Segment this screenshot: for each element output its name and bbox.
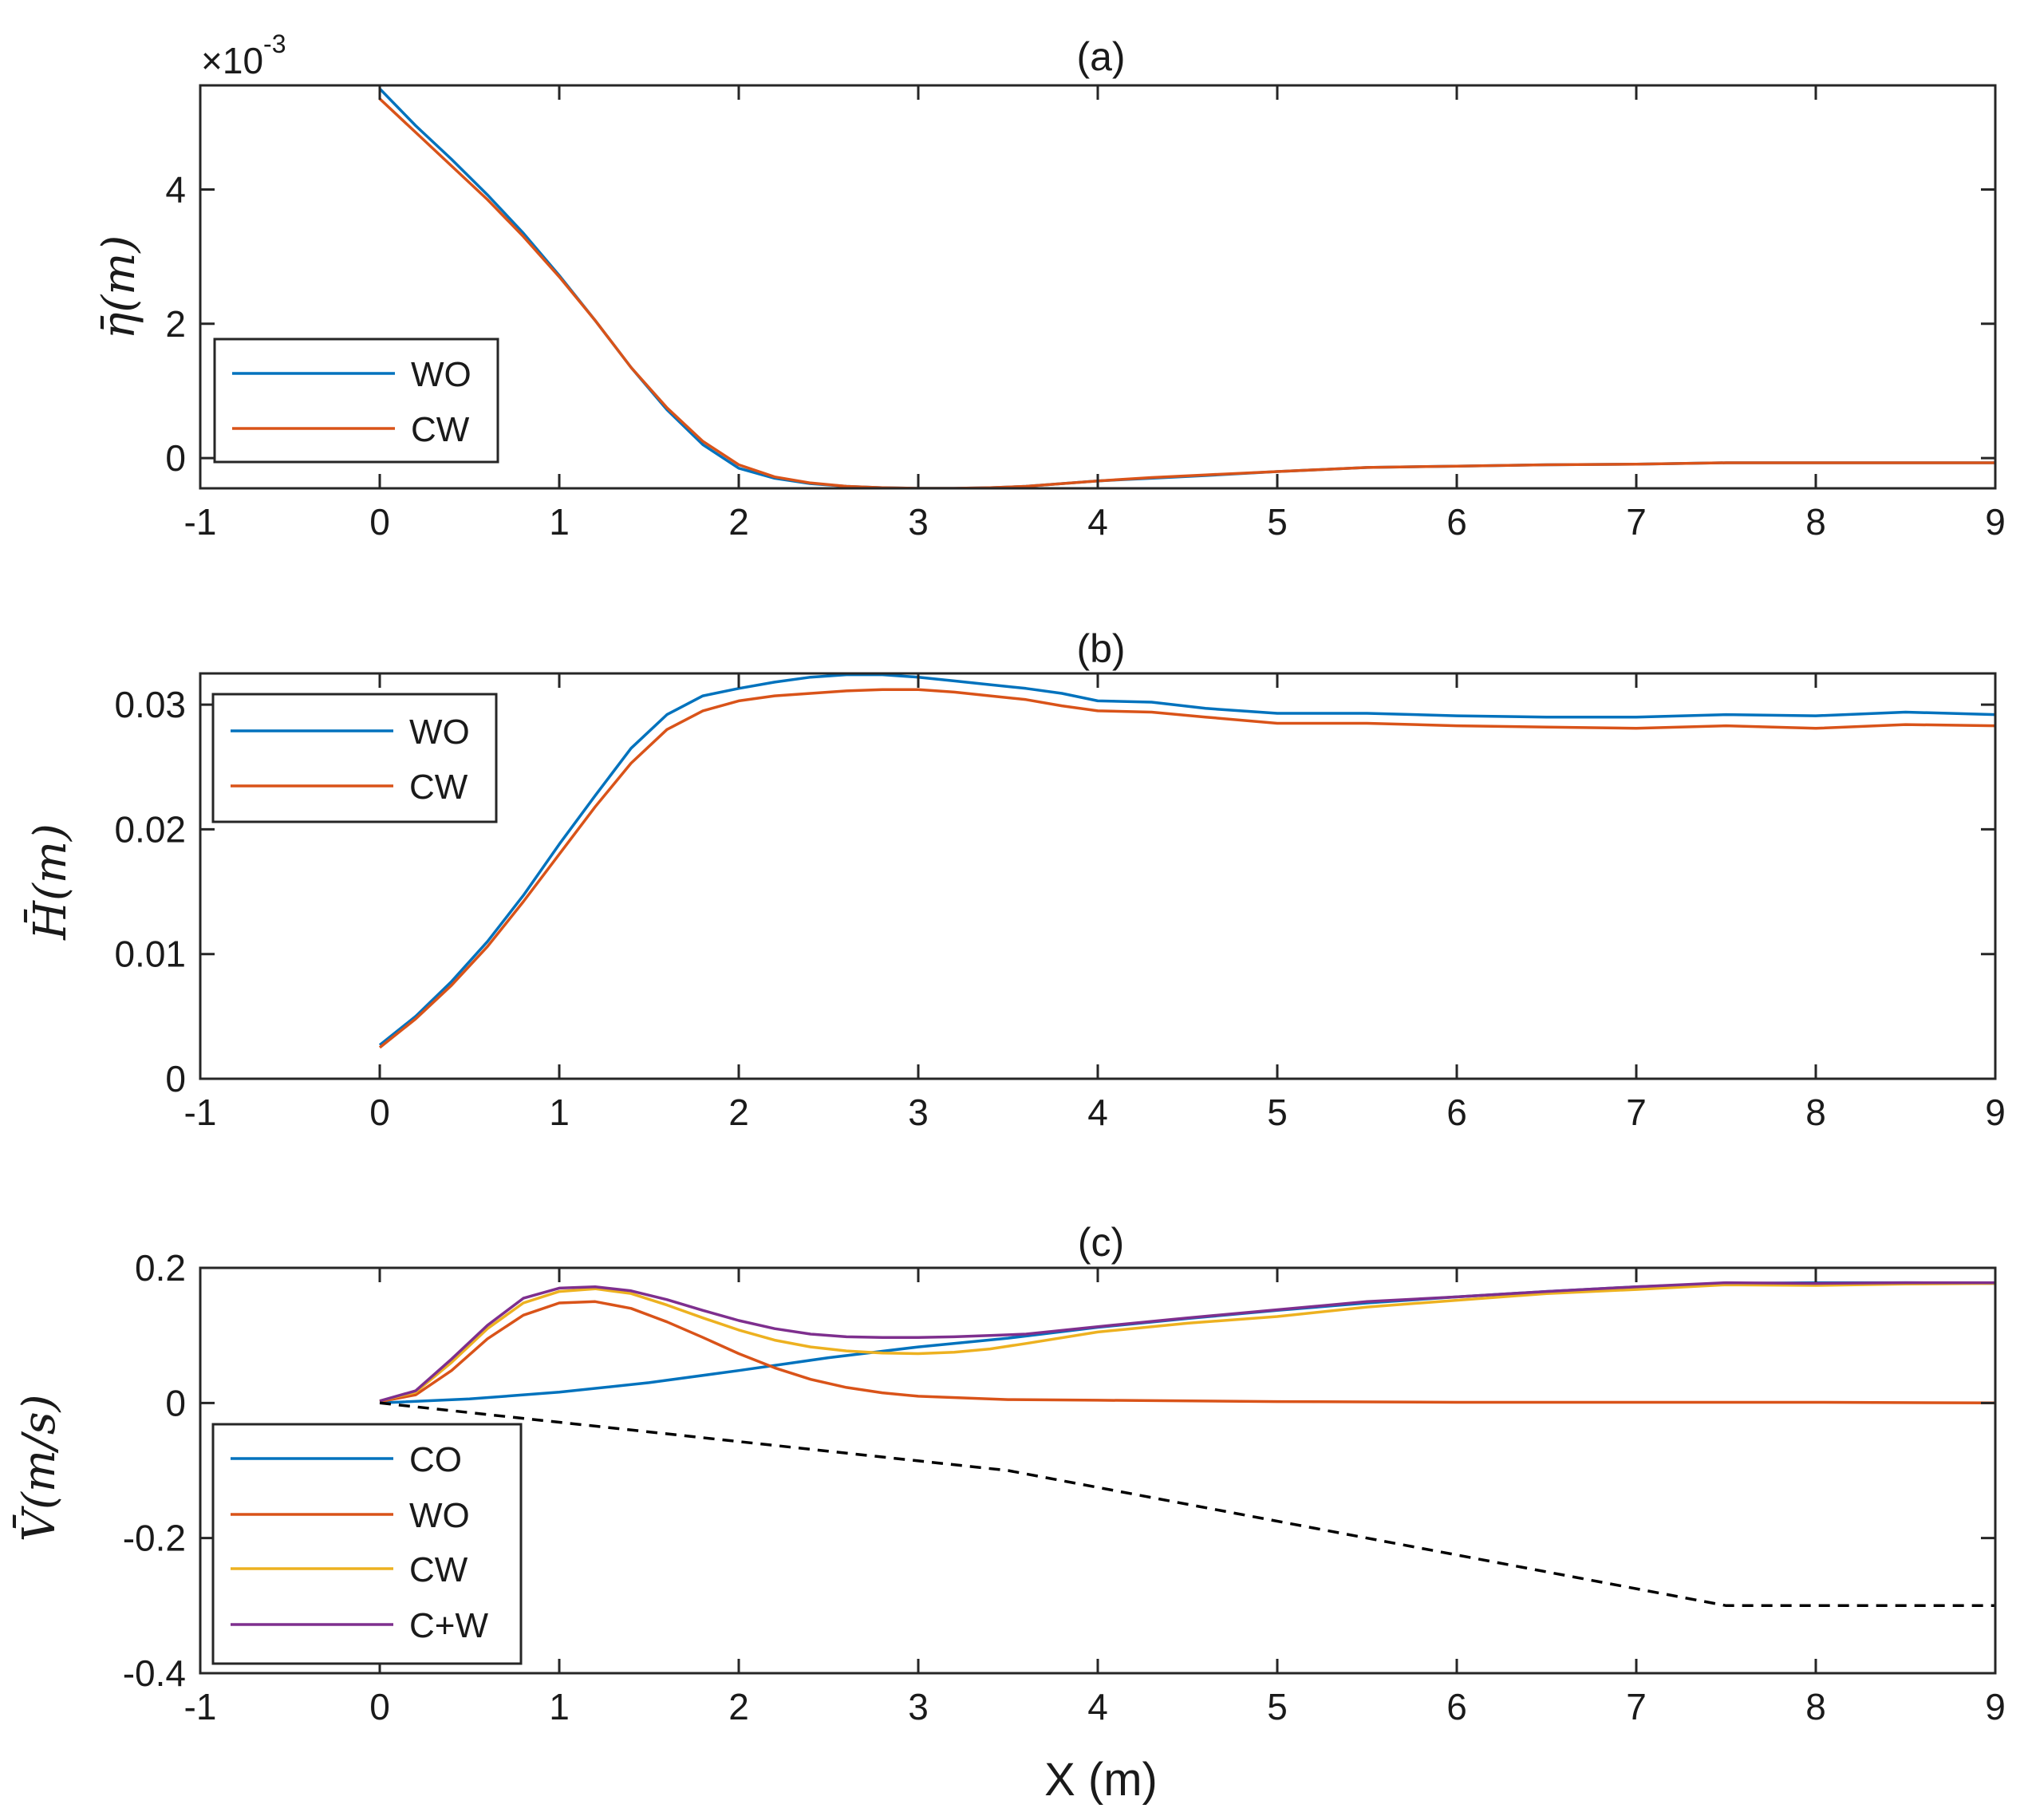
- y-tick-label: 0: [165, 1058, 186, 1100]
- series-line-cw: [379, 1281, 1995, 1403]
- x-tick-label: 1: [549, 1686, 570, 1727]
- x-tick-label: 7: [1626, 501, 1647, 543]
- y-tick-label: 0: [165, 437, 186, 479]
- x-tick-label: 5: [1267, 1092, 1288, 1133]
- legend-label-wo: WO: [411, 355, 471, 394]
- series-line-wo: [378, 673, 1995, 1047]
- panel-a-multiplier-exponent: -3: [263, 30, 286, 58]
- x-tick-label: -1: [184, 1686, 217, 1727]
- x-tick-label: 9: [1985, 1686, 2006, 1727]
- x-tick-label: 6: [1446, 1686, 1467, 1727]
- x-tick-label: 1: [549, 1092, 570, 1133]
- x-tick-label: 2: [728, 1686, 749, 1727]
- series-line-wo: [379, 1300, 1995, 1405]
- x-tick-label: 5: [1267, 501, 1288, 543]
- y-tick-label: 0.01: [114, 934, 186, 975]
- panel-c-plot: -1 0 1 2 3 4 5 6 7 8 9 -0.4 -0.2 0 0.2: [123, 1247, 2006, 1727]
- panel-c-xlabel: X (m): [1044, 1754, 1158, 1806]
- x-tick-label: 2: [728, 501, 749, 543]
- legend-label-c-plus-w: C+W: [409, 1606, 488, 1645]
- x-tick-label: 5: [1267, 1686, 1288, 1727]
- legend-label-cw: CW: [409, 768, 468, 807]
- x-tick-label: 7: [1626, 1686, 1647, 1727]
- panel-c-legend: CO WO CW C+W: [211, 1423, 523, 1665]
- x-tick-label: 4: [1087, 501, 1108, 543]
- x-tick-label: 7: [1626, 1092, 1647, 1133]
- x-tick-label: 3: [908, 1092, 929, 1133]
- panel-a: (a) ×10-3 η̄(m) -1 0 1 2 3 4 5 6 7 8 9 0 2 4 WO CW: [93, 30, 2006, 543]
- x-tick-label: 3: [908, 1686, 929, 1727]
- series-line-cw: [378, 688, 1995, 1049]
- x-tick-label: 8: [1805, 1092, 1826, 1133]
- legend-label-wo: WO: [409, 1496, 470, 1535]
- x-tick-label: 0: [369, 501, 390, 543]
- legend-box: [213, 338, 499, 464]
- x-tick-label: 6: [1446, 501, 1467, 543]
- panel-c-title: (c): [1078, 1220, 1124, 1265]
- panel-b: (b) H̄(m) -1 0 1 2 3 4 5 6 7 8 900.010.020.03 WO C…: [23, 626, 2006, 1133]
- series-line-cw: [378, 97, 1995, 488]
- panel-a-title: (a): [1076, 34, 1125, 79]
- x-tick-label: -1: [184, 1092, 217, 1133]
- series-line-reference-dashed: [379, 1401, 1995, 1608]
- panel-c: (c) V̄(m/s) X (m) -1 0 1 2 3 4 5 6 7 8 9 -0.4 -0.2 0 0…: [12, 1220, 2006, 1806]
- legend-label-co: CO: [409, 1440, 462, 1479]
- y-tick-label: 2: [165, 303, 186, 345]
- panel-b-title: (b): [1076, 626, 1125, 671]
- panel-a-ylabel: η̄(m): [93, 235, 145, 339]
- x-tick-label: -1: [184, 501, 217, 543]
- x-tick-label: 0: [369, 1092, 390, 1133]
- panel-a-plot: -1 0 1 2 3 4 5 6 7 8 9 0 2 4: [165, 84, 2006, 543]
- x-tick-label: 8: [1805, 501, 1826, 543]
- x-tick-label: 9: [1985, 1092, 2006, 1133]
- x-tick-label: 4: [1087, 1686, 1108, 1727]
- legend-box: [211, 693, 498, 823]
- y-tick-label: 0.03: [114, 684, 186, 725]
- series-line-c-w: [379, 1281, 1995, 1403]
- y-tick-label: 0.2: [135, 1247, 186, 1289]
- panel-a-multiplier: ×10-3: [201, 30, 286, 81]
- panel-b-legend: WO CW: [211, 693, 498, 823]
- x-tick-label: 2: [728, 1092, 749, 1133]
- y-tick-label: 0.02: [114, 808, 186, 850]
- y-tick-label: -0.4: [123, 1652, 186, 1694]
- panel-b-plot: -1 0 1 2 3 4 5 6 7 8 900.010.020.03: [114, 672, 2006, 1133]
- legend-label-cw: CW: [409, 1550, 468, 1589]
- panel-b-ylabel: H̄(m): [23, 823, 77, 941]
- y-tick-label: 0: [165, 1382, 186, 1423]
- panel-a-legend: WO CW: [213, 338, 499, 464]
- y-tick-label: -0.2: [123, 1518, 186, 1559]
- x-tick-label: 0: [369, 1686, 390, 1727]
- legend-label-cw: CW: [411, 410, 470, 449]
- x-tick-label: 9: [1985, 501, 2006, 543]
- x-tick-label: 3: [908, 501, 929, 543]
- x-tick-label: 8: [1805, 1686, 1826, 1727]
- legend-label-wo: WO: [409, 713, 470, 752]
- y-tick-label: 4: [165, 168, 186, 210]
- x-tick-label: 4: [1087, 1092, 1108, 1133]
- x-tick-label: 1: [549, 501, 570, 543]
- x-tick-label: 6: [1446, 1092, 1467, 1133]
- panel-c-ylabel: V̄(m/s): [12, 1395, 65, 1542]
